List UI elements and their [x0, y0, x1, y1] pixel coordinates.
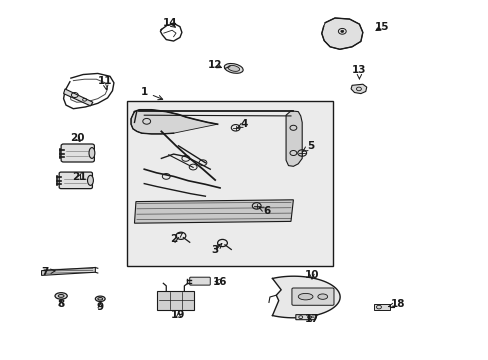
Polygon shape — [63, 89, 93, 106]
Polygon shape — [285, 111, 302, 166]
Polygon shape — [131, 110, 217, 134]
Text: 13: 13 — [351, 65, 366, 79]
FancyBboxPatch shape — [59, 172, 92, 189]
Bar — [373, 304, 389, 310]
Ellipse shape — [298, 293, 312, 300]
Text: 1: 1 — [141, 87, 163, 100]
Text: 15: 15 — [374, 22, 389, 32]
Polygon shape — [295, 315, 316, 320]
Text: 16: 16 — [212, 276, 227, 287]
FancyBboxPatch shape — [291, 288, 333, 305]
Text: 7: 7 — [41, 267, 55, 277]
Text: 18: 18 — [387, 299, 405, 309]
Text: 19: 19 — [171, 310, 185, 320]
Polygon shape — [272, 276, 340, 318]
Ellipse shape — [95, 296, 105, 302]
Polygon shape — [321, 18, 362, 49]
Polygon shape — [350, 84, 366, 94]
Ellipse shape — [224, 63, 243, 73]
FancyBboxPatch shape — [189, 277, 210, 285]
FancyBboxPatch shape — [61, 144, 94, 162]
Text: 10: 10 — [304, 270, 319, 280]
Bar — [127, 101, 332, 266]
Text: 8: 8 — [58, 299, 64, 309]
Text: 11: 11 — [98, 76, 112, 90]
Ellipse shape — [98, 297, 102, 300]
Polygon shape — [41, 267, 95, 275]
Polygon shape — [134, 200, 293, 223]
Ellipse shape — [317, 294, 327, 300]
Ellipse shape — [58, 294, 64, 297]
Ellipse shape — [227, 66, 239, 71]
Text: 3: 3 — [211, 244, 222, 255]
Text: 20: 20 — [70, 132, 84, 143]
Ellipse shape — [89, 148, 95, 158]
Text: 14: 14 — [163, 18, 177, 28]
Text: 12: 12 — [207, 60, 222, 70]
Text: 21: 21 — [72, 172, 86, 182]
Text: 6: 6 — [259, 206, 269, 216]
Text: 4: 4 — [237, 119, 248, 129]
Ellipse shape — [87, 175, 93, 185]
Ellipse shape — [55, 293, 67, 299]
Text: 17: 17 — [304, 314, 319, 324]
Circle shape — [340, 30, 343, 32]
Bar — [157, 291, 194, 310]
Text: 9: 9 — [97, 302, 103, 312]
Text: 2: 2 — [170, 233, 182, 244]
Text: 5: 5 — [302, 141, 314, 152]
